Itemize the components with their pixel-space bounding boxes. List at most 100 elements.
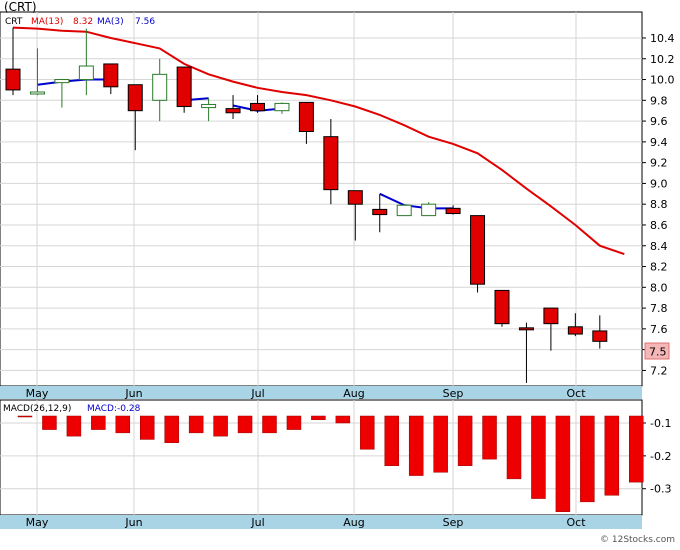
- price-panel: 7.27.47.67.88.08.28.48.68.89.09.29.49.69…: [0, 0, 675, 387]
- candle: [494, 289, 510, 327]
- macd-bar: [237, 415, 253, 434]
- candle-body: [518, 327, 534, 331]
- macd-bar: [482, 415, 497, 460]
- price-y-tick-label: 7.6: [650, 323, 668, 336]
- candle: [372, 193, 388, 233]
- price-y-tick-label: 10.0: [650, 74, 675, 87]
- macd-bar: [629, 415, 644, 483]
- price-y-tick-label: 9.2: [650, 157, 668, 170]
- macd-bar: [408, 415, 424, 476]
- macd-y-tick-label: -0.2: [650, 450, 671, 463]
- candle: [78, 28, 94, 96]
- macd-bar: [262, 415, 277, 434]
- price-y-tick-label: 7.8: [650, 302, 668, 315]
- candle-body: [54, 79, 70, 84]
- footer-credit: © 12Stocks.com: [600, 535, 675, 545]
- legend-ma3-label: MA(3): [97, 17, 124, 27]
- candle-body: [5, 68, 21, 91]
- price-y-tick-label: 8.2: [650, 261, 668, 274]
- candle: [152, 58, 168, 122]
- macd-bar: [311, 415, 326, 420]
- macd-bar: [91, 415, 106, 430]
- macd-title: MACD(26,12,9): [3, 404, 71, 414]
- legend-ma13-value: 8.32: [73, 17, 93, 27]
- macd-bar: [335, 415, 351, 424]
- candle: [250, 95, 265, 113]
- candle: [421, 202, 437, 217]
- candle-body: [127, 84, 143, 112]
- macd-bar: [213, 415, 228, 437]
- candle-body: [176, 66, 192, 108]
- candle: [396, 204, 412, 217]
- legend-crt: CRT: [5, 17, 23, 27]
- macd-y-axis: -0.1 -0.2 -0.3: [642, 417, 671, 496]
- month-label: Jun: [124, 387, 142, 400]
- macd-bar: [140, 415, 155, 440]
- price-legend: (CRT) CRT MA(13) 8.32 MA(3) 7.56: [4, 0, 155, 27]
- legend-ma13-label: MA(13): [31, 17, 63, 27]
- price-y-tick-label: 8.0: [650, 281, 668, 294]
- month-labels-lower: May Jun Jul Aug Sep Oct: [26, 516, 587, 529]
- month-label: Aug: [343, 516, 364, 529]
- candle-body: [152, 73, 168, 101]
- candle: [298, 101, 314, 144]
- macd-bar: [42, 415, 57, 430]
- candle-body: [250, 102, 265, 112]
- macd-bars: [17, 415, 644, 512]
- price-y-tick-label: 8.8: [650, 198, 668, 211]
- candle: [201, 98, 217, 122]
- price-y-tick-label: 10.2: [650, 53, 675, 66]
- macd-bar: [433, 415, 448, 473]
- candle: [5, 27, 21, 96]
- month-label: Sep: [443, 516, 464, 529]
- candle-body: [372, 208, 388, 216]
- macd-y-tick-label: -0.3: [650, 483, 671, 496]
- candle-body: [274, 102, 290, 112]
- price-y-tick-label: 7.2: [650, 364, 668, 377]
- candle: [470, 215, 486, 293]
- candle-body: [445, 207, 461, 215]
- macd-panel: -0.1 -0.2 -0.3 MACD(26,12,9) MACD:-0.28: [0, 399, 671, 516]
- candle-body: [421, 203, 437, 217]
- macd-bar: [384, 415, 399, 466]
- macd-bar: [188, 415, 204, 434]
- month-label: Jun: [124, 516, 142, 529]
- price-y-tick-label: 9.4: [650, 136, 668, 149]
- candle: [29, 48, 45, 96]
- month-labels-upper: May Jun Jul Aug Sep Oct: [26, 387, 587, 400]
- month-label: Oct: [566, 516, 586, 529]
- candle-body: [470, 215, 486, 285]
- ma3-segment: [37, 78, 111, 86]
- candle-body: [347, 190, 363, 205]
- month-label: Jul: [250, 516, 264, 529]
- candle: [518, 322, 534, 383]
- candle: [103, 63, 119, 95]
- month-label: Jul: [250, 387, 264, 400]
- last-price-badge: 7.5: [644, 342, 670, 360]
- candlesticks: [5, 27, 608, 383]
- macd-bar: [506, 415, 522, 480]
- candle: [347, 190, 363, 241]
- month-bar-lower: [0, 515, 642, 529]
- macd-bar: [66, 415, 82, 437]
- macd-bar: [604, 415, 620, 496]
- candle: [323, 119, 339, 205]
- candle: [543, 307, 559, 351]
- price-y-tick-label: 9.6: [650, 115, 668, 128]
- macd-bar: [531, 415, 546, 499]
- candle-body: [567, 326, 583, 335]
- ticker-label: (CRT): [4, 0, 37, 14]
- candle: [225, 95, 241, 120]
- candle: [567, 313, 583, 337]
- last-price-label: 7.5: [649, 346, 667, 359]
- legend-ma3-value: 7.56: [135, 17, 155, 27]
- candle-body: [29, 91, 45, 95]
- macd-value-label: MACD:-0.28: [87, 404, 141, 414]
- candle-body: [78, 65, 94, 81]
- month-label: Sep: [443, 387, 464, 400]
- price-panel-frame: [0, 11, 643, 387]
- macd-bar: [555, 415, 571, 512]
- price-y-tick-label: 9.8: [650, 94, 668, 107]
